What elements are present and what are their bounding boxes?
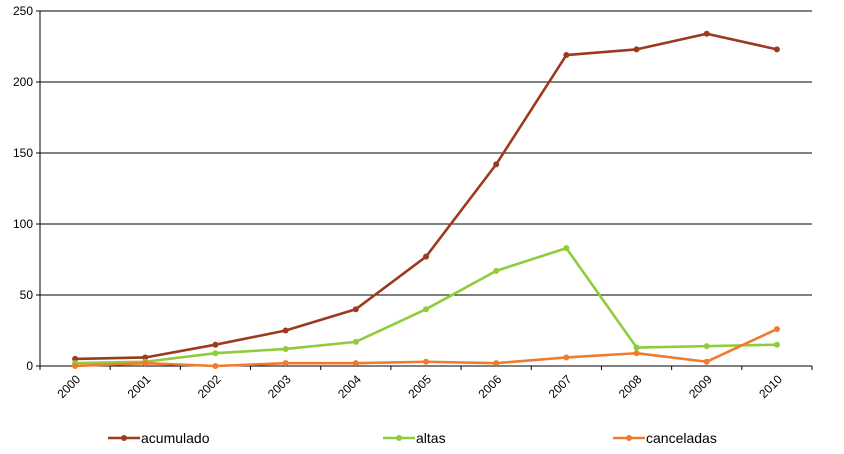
data-point bbox=[423, 306, 429, 313]
x-tick-label: 2009 bbox=[686, 372, 715, 401]
x-tick-label: 2008 bbox=[616, 372, 645, 401]
data-point bbox=[72, 363, 79, 369]
legend-item-altas: altas bbox=[383, 430, 446, 446]
legend-marker bbox=[121, 435, 127, 441]
data-point bbox=[703, 30, 710, 37]
legend-item-acumulado: acumulado bbox=[108, 430, 210, 446]
data-point bbox=[493, 161, 500, 168]
data-point bbox=[703, 343, 710, 350]
x-tick-label: 2005 bbox=[405, 372, 434, 401]
data-point bbox=[142, 354, 149, 361]
x-tick-label: 2004 bbox=[335, 372, 364, 401]
y-tick-label: 200 bbox=[13, 75, 33, 89]
legend: acumulado altas canceladas bbox=[108, 430, 717, 446]
data-point bbox=[563, 245, 570, 252]
x-tick-label: 2000 bbox=[54, 372, 83, 401]
data-point bbox=[773, 326, 780, 333]
data-point bbox=[352, 338, 359, 345]
y-tick-label: 0 bbox=[26, 359, 33, 373]
x-tick-label: 2002 bbox=[195, 372, 224, 401]
y-axis-ticks: 0 50 100 150 200 250 bbox=[13, 4, 40, 373]
legend-label: canceladas bbox=[646, 430, 717, 446]
x-tick-label: 2006 bbox=[476, 372, 505, 401]
data-point bbox=[282, 327, 289, 334]
y-tick-label: 150 bbox=[13, 146, 33, 160]
data-point bbox=[773, 46, 780, 53]
y-tick-label: 250 bbox=[13, 4, 33, 18]
data-point bbox=[212, 363, 219, 369]
data-point bbox=[212, 350, 219, 357]
data-point bbox=[282, 345, 289, 352]
legend-marker bbox=[396, 435, 402, 441]
data-point bbox=[563, 52, 570, 59]
x-axis-ticks: 2000 2001 2002 2003 2004 2005 2006 2007 2008 2009… bbox=[39, 366, 813, 401]
series-line bbox=[75, 246, 777, 365]
data-point bbox=[493, 267, 500, 274]
series-altas bbox=[72, 245, 780, 367]
x-tick-label: 2001 bbox=[125, 372, 154, 401]
x-tick-label: 2007 bbox=[546, 372, 575, 401]
series-acumulado bbox=[72, 30, 780, 362]
legend-label: acumulado bbox=[141, 430, 210, 446]
data-point bbox=[352, 360, 359, 367]
data-point bbox=[72, 355, 79, 362]
data-point bbox=[493, 360, 500, 367]
data-point bbox=[282, 360, 289, 367]
data-point bbox=[633, 46, 640, 53]
x-tick-label: 2010 bbox=[756, 372, 785, 401]
data-point bbox=[142, 360, 149, 367]
legend-item-canceladas: canceladas bbox=[613, 430, 717, 446]
data-point bbox=[212, 341, 219, 348]
data-point bbox=[563, 354, 570, 361]
data-point bbox=[633, 344, 640, 351]
y-tick-label: 50 bbox=[20, 288, 34, 302]
data-point bbox=[352, 306, 359, 313]
data-point bbox=[423, 253, 429, 260]
gridlines bbox=[40, 10, 812, 296]
data-point bbox=[423, 358, 429, 365]
series-canceladas bbox=[72, 326, 780, 369]
data-point bbox=[773, 341, 780, 348]
series-group bbox=[72, 30, 780, 369]
x-tick-label: 2003 bbox=[265, 372, 294, 401]
y-tick-label: 100 bbox=[13, 217, 33, 231]
legend-label: altas bbox=[416, 430, 446, 446]
data-point bbox=[703, 358, 710, 365]
data-point bbox=[633, 350, 640, 357]
legend-marker bbox=[626, 435, 632, 441]
